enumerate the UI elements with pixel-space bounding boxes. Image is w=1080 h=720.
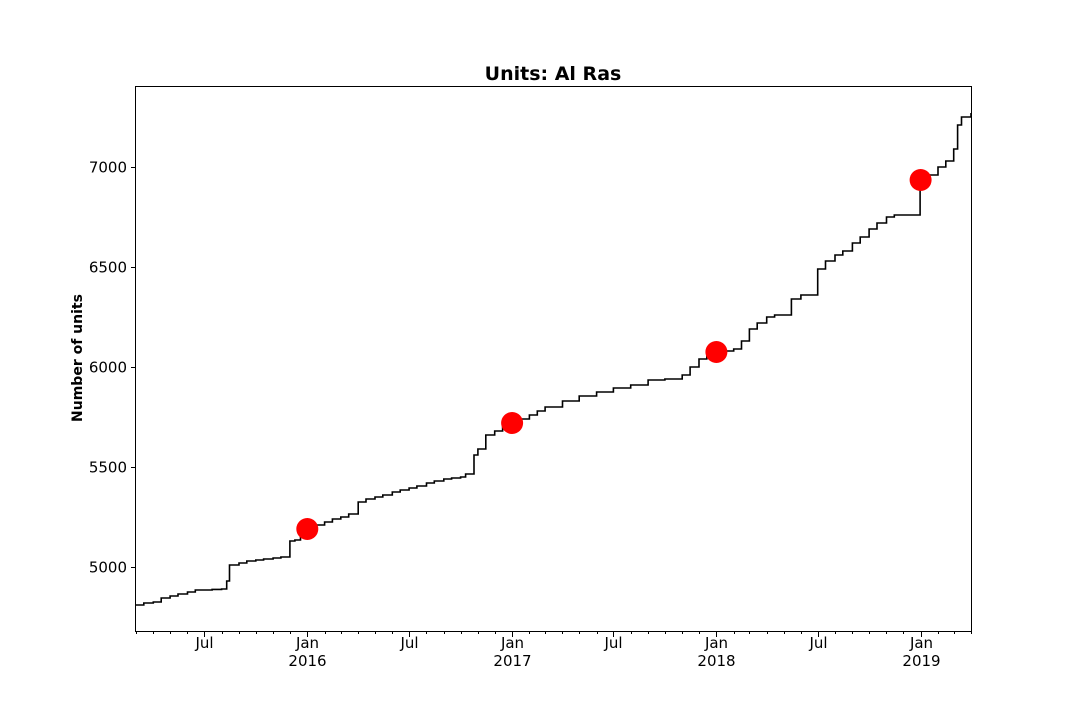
x-tick-label: Jan (704, 634, 728, 652)
data-marker (296, 518, 319, 540)
series-line (136, 113, 972, 606)
data-marker (705, 341, 728, 363)
x-tick-label: Jan (909, 634, 933, 652)
x-tick-year-label: 2016 (288, 652, 326, 670)
y-tick-label: 7000 (89, 159, 127, 177)
x-tick-label: Jan (500, 634, 524, 652)
data-marker (501, 412, 524, 434)
x-tick-year-label: 2018 (697, 652, 735, 670)
x-tick-label: Jul (603, 634, 622, 652)
x-tick-year-label: 2017 (493, 652, 531, 670)
data-marker (909, 169, 932, 191)
y-tick-label: 6000 (89, 359, 127, 377)
y-axis-label: Number of units (70, 294, 86, 422)
x-tick-label: Jul (399, 634, 418, 652)
y-tick-label: 6500 (89, 259, 127, 277)
y-tick-label: 5500 (89, 459, 127, 477)
x-tick-label: Jul (194, 634, 213, 652)
x-tick-label: Jul (808, 634, 827, 652)
axes-frame (135, 86, 972, 632)
x-tick-year-label: 2019 (902, 652, 940, 670)
chart-title: Units: Al Ras (485, 63, 622, 85)
plot-area (136, 113, 972, 606)
x-tick-label: Jan (295, 634, 319, 652)
y-tick-label: 5000 (89, 559, 127, 577)
y-axis: 5000 5500 6000 6500 7000 (89, 159, 136, 577)
